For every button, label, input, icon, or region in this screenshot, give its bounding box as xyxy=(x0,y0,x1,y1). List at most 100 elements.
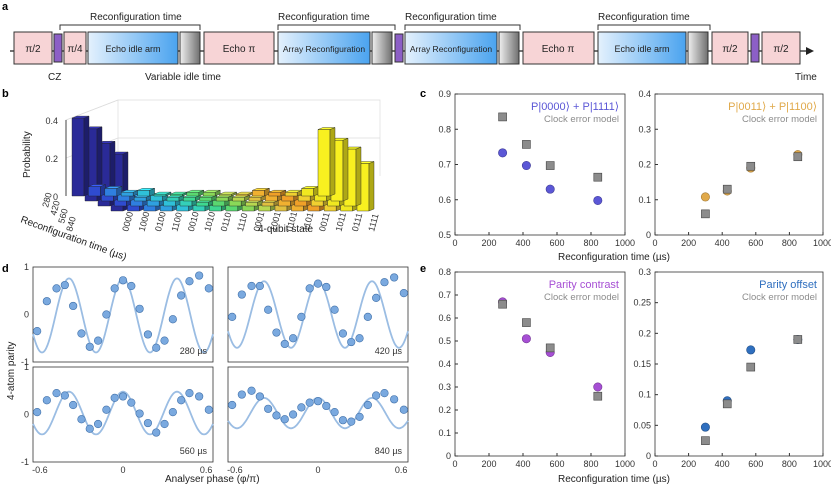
bar-side xyxy=(329,127,336,197)
x-tick-label: 0 xyxy=(452,459,457,469)
y-tick-label: 0.8 xyxy=(438,267,451,277)
bar-top xyxy=(219,191,237,195)
bar-top xyxy=(186,189,204,193)
parity-point xyxy=(93,419,103,429)
y-tick-label: 0.15 xyxy=(633,359,651,369)
parity-point xyxy=(380,389,389,398)
parity-point xyxy=(380,278,389,287)
zlabel: Probability xyxy=(22,131,33,178)
segment-echo-idle-1 xyxy=(87,31,179,65)
x-tick-label: 0.6 xyxy=(395,465,408,475)
data-point xyxy=(593,382,603,392)
model-point xyxy=(593,391,603,401)
bar-front xyxy=(199,196,213,202)
time-arrow-icon xyxy=(806,47,814,55)
depth-tick: 840 xyxy=(64,215,78,232)
ztick-2: 0.4 xyxy=(45,116,58,126)
parity-point xyxy=(127,398,136,407)
segment-purple-2 xyxy=(394,33,404,63)
parity-point xyxy=(305,398,314,407)
y-tick-label: 0.1 xyxy=(438,428,451,438)
parity-point xyxy=(143,330,153,339)
parity-point xyxy=(288,334,298,343)
parity-point xyxy=(60,391,69,400)
x-tick-label: 0 xyxy=(452,238,457,248)
legend-series: P|0000⟩ + P|1111⟩ xyxy=(531,101,619,113)
x-tick-label: 1000 xyxy=(813,459,831,469)
bar-front xyxy=(235,193,249,197)
parity-point xyxy=(152,428,161,437)
d-ylabel: 4-atom parity xyxy=(6,342,17,400)
parity-point xyxy=(355,334,364,343)
x-tick-label: 400 xyxy=(715,459,730,469)
y-tick-label: -1 xyxy=(21,457,29,467)
segment-echo-idle-2 xyxy=(597,31,687,65)
x-tick-label: 1000 xyxy=(813,238,831,248)
parity-point xyxy=(297,403,306,412)
x-tick-label: 0 xyxy=(652,238,657,248)
panel-d: 280 µs -1 0 1 420 µs 560 µs -1 0 1 -0.6 0 0.6 840 µs… xyxy=(21,262,409,475)
bar-front xyxy=(183,196,196,202)
bracket-1 xyxy=(59,24,201,30)
x-tick-label: 200 xyxy=(481,238,496,248)
parity-point xyxy=(372,293,381,302)
parity-point xyxy=(355,412,364,421)
panel-e-left: 0 200 400 600 800 1000 0 0.1 0.2 0.3 0.4 0.5 0.6 0.7 0… xyxy=(438,267,635,469)
y-tick-label: 0.7 xyxy=(438,290,451,300)
bar-front xyxy=(248,196,262,202)
y-tick-label: 0.1 xyxy=(638,195,651,205)
parity-point xyxy=(363,312,372,321)
state-tick: 0000 xyxy=(120,211,135,233)
parity-point xyxy=(127,281,136,291)
segment-cz xyxy=(53,33,63,63)
y-tick-label: 1 xyxy=(24,362,29,372)
subplot-frame xyxy=(227,366,409,463)
model-point xyxy=(746,161,756,171)
data-point xyxy=(545,184,555,194)
x-tick-label: 400 xyxy=(715,238,730,248)
model-point xyxy=(793,335,803,344)
parity-point xyxy=(372,391,381,400)
bar-front xyxy=(186,191,200,197)
segment-echo-pi-2-label: Echo π xyxy=(542,44,575,55)
segment-gray-1 xyxy=(179,31,201,65)
panel-label-e: e xyxy=(420,263,426,275)
parity-point xyxy=(272,328,281,337)
legend-model: Clock error model xyxy=(742,292,817,303)
parity-point xyxy=(152,343,161,352)
bar-front xyxy=(261,201,275,207)
y-tick-label: 0 xyxy=(646,230,651,240)
y-tick-label: 0.3 xyxy=(638,124,651,134)
segment-echo-idle-1-label: Echo idle arm xyxy=(105,44,160,54)
parity-point xyxy=(264,305,273,314)
segment-array-2-label: Array Reconfiguration xyxy=(410,44,492,54)
x-tick-label: 600 xyxy=(549,459,564,469)
x-tick-label: 0 xyxy=(315,465,320,475)
segment-pi2-c-label: π/2 xyxy=(773,44,789,55)
parity-point xyxy=(330,305,339,314)
reconfig-label-2: Reconfiguration time xyxy=(278,12,370,23)
parity-point xyxy=(247,386,256,395)
parity-point xyxy=(160,336,169,345)
subplot-label: 840 µs xyxy=(375,446,403,456)
parity-point xyxy=(363,400,372,410)
bar-top xyxy=(268,189,286,193)
parity-point xyxy=(135,409,144,418)
segment-pi2-a xyxy=(13,31,53,65)
parity-point xyxy=(85,424,94,433)
state-tick-labels: 0000 1000 0100 1100 0010 1010 0110 1110 0001 1001… xyxy=(120,211,380,233)
x-tick-label: 800 xyxy=(583,459,598,469)
parity-point xyxy=(42,297,51,306)
parity-point xyxy=(60,280,69,290)
parity-point xyxy=(264,404,273,413)
parity-point xyxy=(52,389,61,398)
panel-e-right: 0 200 400 600 800 1000 0 0.05 0.1 0.15 0.2 0.25 0.3 P… xyxy=(633,267,831,469)
bar-front xyxy=(215,196,229,202)
model-point xyxy=(498,299,507,309)
bar-front xyxy=(133,196,147,202)
x-tick-label: 600 xyxy=(748,238,763,248)
model-point xyxy=(545,343,555,353)
y-tick-label: 0.5 xyxy=(438,336,451,346)
bracket-3 xyxy=(404,24,521,30)
parity-point xyxy=(313,279,323,288)
